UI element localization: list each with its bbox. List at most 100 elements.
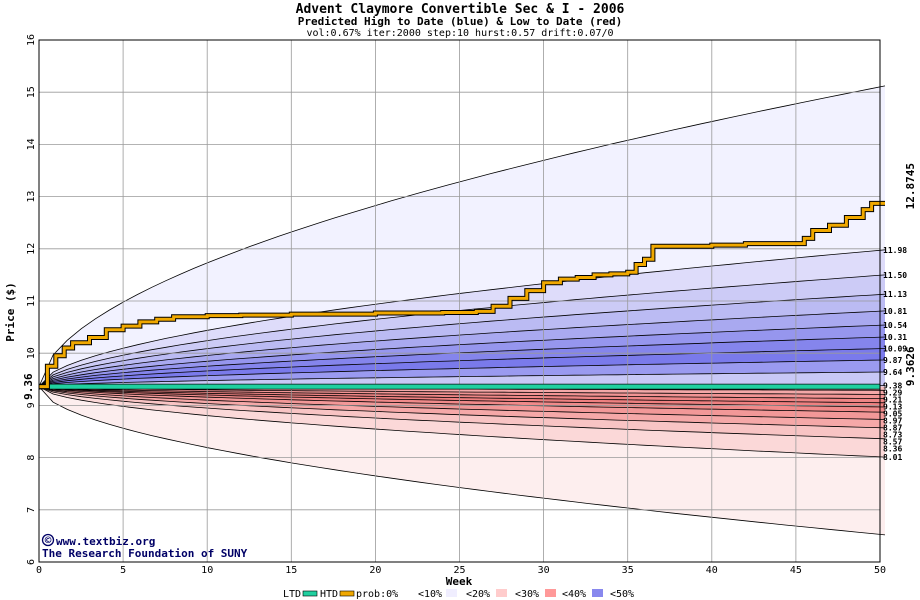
upper-band-2 (39, 274, 885, 387)
lower-boundary-8 (38, 386, 886, 429)
lower-end-label: 8.87 (883, 424, 902, 433)
x-tick-label: 15 (285, 565, 297, 576)
x-tick-label: 0 (36, 565, 42, 576)
y-axis-label: Price ($) (4, 282, 17, 342)
upper-boundary-7 (38, 348, 886, 387)
upper-band-7 (39, 348, 885, 387)
x-tick-label: 30 (538, 565, 550, 576)
lower-end-label: 9.05 (883, 410, 902, 419)
legend-prob-label: prob:0% (356, 589, 398, 600)
legend-swatch-0 (398, 589, 409, 597)
lower-end-label: 8.97 (883, 417, 902, 426)
y-tick-label: 9 (26, 402, 37, 408)
credit-site: www.textbiz.org (56, 535, 155, 548)
upper-band-9 (39, 372, 885, 387)
lower-band-8 (39, 386, 885, 439)
lower-end-label: 8.36 (883, 445, 902, 454)
upper-boundary-3 (38, 293, 886, 387)
lower-band-5 (39, 386, 885, 413)
lower-boundary-7 (38, 386, 886, 420)
credit-org: The Research Foundation of SUNY (42, 547, 248, 560)
upper-boundary-8 (38, 359, 886, 387)
x-tick-label: 10 (201, 565, 213, 576)
legend-band-30: <30% (515, 589, 539, 600)
y-tick-label: 14 (26, 138, 37, 150)
lower-band-3 (39, 386, 885, 403)
y-tick-label: 13 (26, 191, 37, 203)
ltd-final-label: 9.3626 (904, 346, 917, 386)
ltd-line (38, 383, 881, 390)
x-tick-label: 40 (706, 565, 718, 576)
x-tick-label: 35 (622, 565, 634, 576)
legend-ltd-swatch (302, 590, 318, 597)
lower-band-7 (39, 386, 885, 428)
legend-band-20: <20% (466, 589, 490, 600)
chart-title: Advent Claymore Convertible Sec & I - 20… (296, 2, 625, 17)
legend-band-40: <40% (562, 589, 586, 600)
lower-boundary-9 (38, 386, 886, 440)
legend: LTD HTD prob:0% <10% <20% <30% <40% <50% (283, 589, 634, 600)
legend-ltd-label: LTD (283, 589, 301, 600)
x-axis-label: Week (446, 575, 473, 588)
lower-band-9 (39, 386, 885, 458)
x-tick-label: 5 (120, 565, 126, 576)
upper-boundary-5 (38, 324, 886, 387)
y-tick-label: 15 (26, 86, 37, 98)
lower-end-label: 9.13 (883, 403, 902, 412)
legend-swatch-10 (446, 589, 457, 597)
upper-band-3 (39, 294, 885, 387)
y-tick-label: 7 (26, 507, 37, 513)
lower-end-label: 8.57 (883, 438, 902, 447)
upper-band-1 (39, 249, 885, 387)
legend-band-50: <50% (610, 589, 634, 600)
legend-swatch-40 (592, 589, 603, 597)
upper-end-label: 11.13 (883, 290, 907, 299)
lower-end-label: 9.29 (883, 389, 902, 398)
lower-end-label: 8.73 (883, 431, 902, 440)
lower-band-4 (39, 386, 885, 407)
lower-end-label: 8.01 (883, 453, 902, 462)
htd-line (39, 201, 885, 389)
upper-band-6 (39, 337, 885, 387)
upper-boundary-1 (38, 249, 886, 387)
upper-end-label: 9.87 (883, 356, 902, 365)
lower-boundary-6 (38, 386, 886, 413)
x-tick-label: 25 (453, 565, 465, 576)
lower-outer-boundary (38, 386, 886, 536)
y-tick-label: 16 (26, 34, 37, 46)
lower-band-10 (39, 386, 885, 535)
legend-band-10: <10% (418, 589, 442, 600)
lower-end-label: 9.38 (883, 382, 902, 391)
upper-end-label: 10.09 (883, 345, 907, 354)
lower-boundary-4 (38, 386, 886, 404)
upper-boundary-0 (38, 85, 886, 387)
lower-boundary-2 (38, 386, 885, 395)
y-tick-label: 11 (26, 295, 37, 307)
upper-boundary-9 (38, 371, 886, 387)
lower-band-2 (39, 386, 885, 399)
y-tick-label: 10 (26, 347, 37, 359)
htd-final-label: 12.8745 (904, 163, 917, 209)
credits: © www.textbiz.org The Research Foundatio… (41, 533, 248, 560)
upper-end-label: 10.31 (883, 333, 907, 342)
plot-frame (38, 39, 881, 563)
lower-band-6 (39, 386, 885, 420)
upper-boundary-6 (38, 336, 886, 387)
upper-band-8 (39, 360, 885, 387)
upper-end-label: 10.81 (883, 307, 907, 316)
upper-boundary-4 (38, 310, 886, 387)
y-tick-label: 8 (26, 455, 37, 461)
x-tick-label: 45 (790, 565, 802, 576)
upper-band-0 (39, 85, 885, 387)
upper-end-label: 9.64 (883, 368, 902, 377)
y-tick-label: 12 (26, 243, 37, 255)
legend-swatch-30 (545, 589, 556, 597)
copyright-icon (41, 533, 55, 547)
lower-boundary-3 (38, 386, 886, 399)
upper-band-4 (39, 310, 885, 387)
copyright-symbol-text: © (45, 534, 52, 547)
lower-end-label: 9.21 (883, 396, 902, 405)
legend-htd-swatch (339, 590, 355, 597)
upper-end-label: 11.98 (883, 246, 907, 255)
